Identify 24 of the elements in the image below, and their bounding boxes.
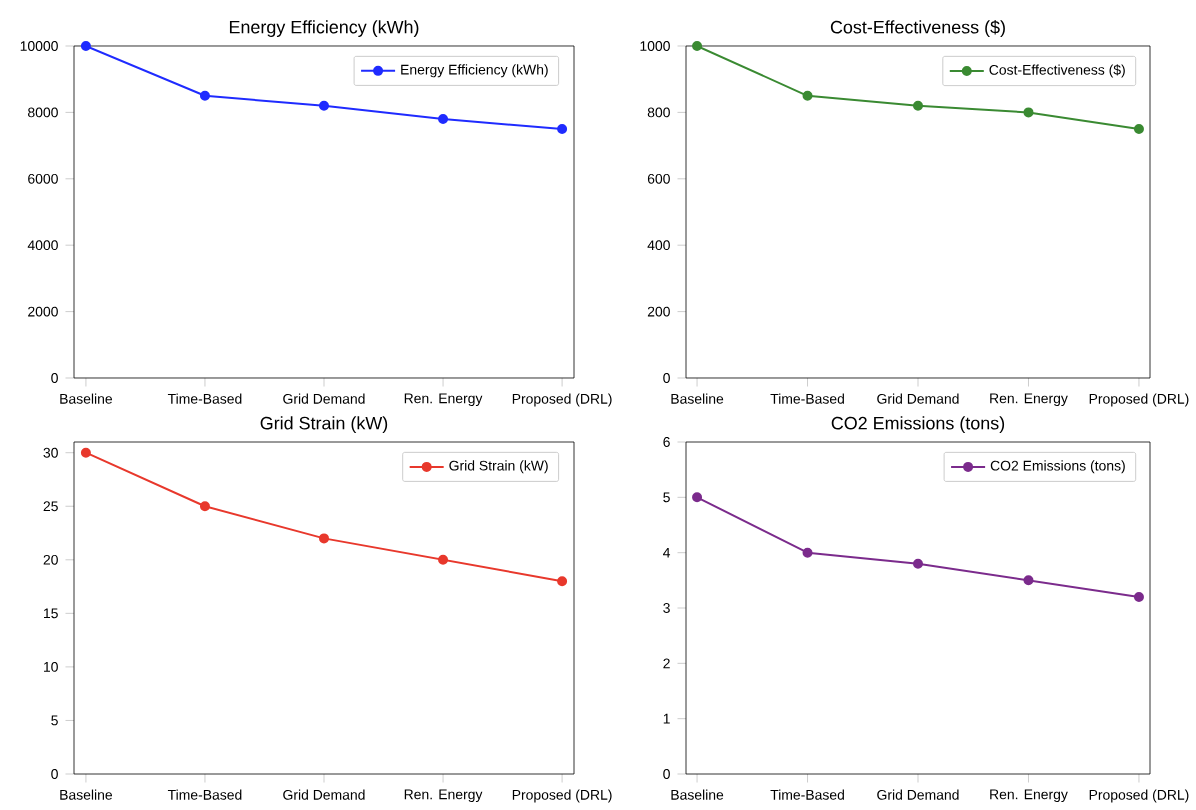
point (438, 554, 449, 565)
point (199, 90, 210, 101)
point (1023, 107, 1034, 118)
chart-title: CO2 Emissions (tons) (831, 416, 1005, 434)
point (802, 90, 813, 101)
point (913, 558, 924, 569)
point (80, 40, 91, 51)
point (802, 547, 813, 558)
chart-title: Cost-Effectiveness ($) (830, 20, 1005, 37)
point (319, 100, 329, 111)
point (913, 100, 924, 111)
point (557, 576, 568, 587)
point (1133, 123, 1144, 134)
point (692, 492, 703, 503)
point (557, 123, 568, 134)
chart-title: Energy Efficiency (kWh) (229, 20, 419, 37)
chart-title: Grid Strain (kW) (260, 416, 388, 434)
point (80, 447, 91, 458)
point (1133, 591, 1144, 602)
point (692, 40, 703, 51)
point (199, 501, 210, 512)
point (319, 533, 329, 544)
point (438, 114, 449, 125)
point (1023, 575, 1034, 586)
